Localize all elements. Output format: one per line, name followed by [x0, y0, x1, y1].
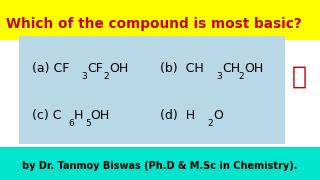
Text: 2: 2 [238, 72, 244, 81]
Text: 3: 3 [81, 72, 87, 81]
Text: 3: 3 [216, 72, 222, 81]
Text: OH: OH [109, 62, 128, 75]
Text: Which of the compound is most basic?: Which of the compound is most basic? [6, 17, 301, 31]
Text: CF: CF [87, 62, 103, 75]
Text: 2: 2 [103, 72, 109, 81]
Text: O: O [213, 109, 223, 122]
Text: CH: CH [222, 62, 240, 75]
Bar [19, 36, 285, 144]
Text: 2: 2 [207, 119, 213, 128]
Text: 5: 5 [85, 119, 91, 128]
Bar [0, 147, 320, 180]
Text: OH: OH [91, 109, 110, 122]
Text: (b)  CH: (b) CH [160, 62, 204, 75]
Bar [0, 0, 320, 40]
Text: H: H [74, 109, 83, 122]
Text: (a) CF: (a) CF [32, 62, 69, 75]
Text: by Dr. Tanmoy Biswas (Ph.D & M.Sc in Chemistry).: by Dr. Tanmoy Biswas (Ph.D & M.Sc in Che… [22, 161, 298, 171]
Text: OH: OH [244, 62, 263, 75]
Text: (c) C: (c) C [32, 109, 61, 122]
Text: (d)  H: (d) H [160, 109, 195, 122]
Text: 6: 6 [68, 119, 74, 128]
Text: 卐: 卐 [292, 64, 307, 89]
